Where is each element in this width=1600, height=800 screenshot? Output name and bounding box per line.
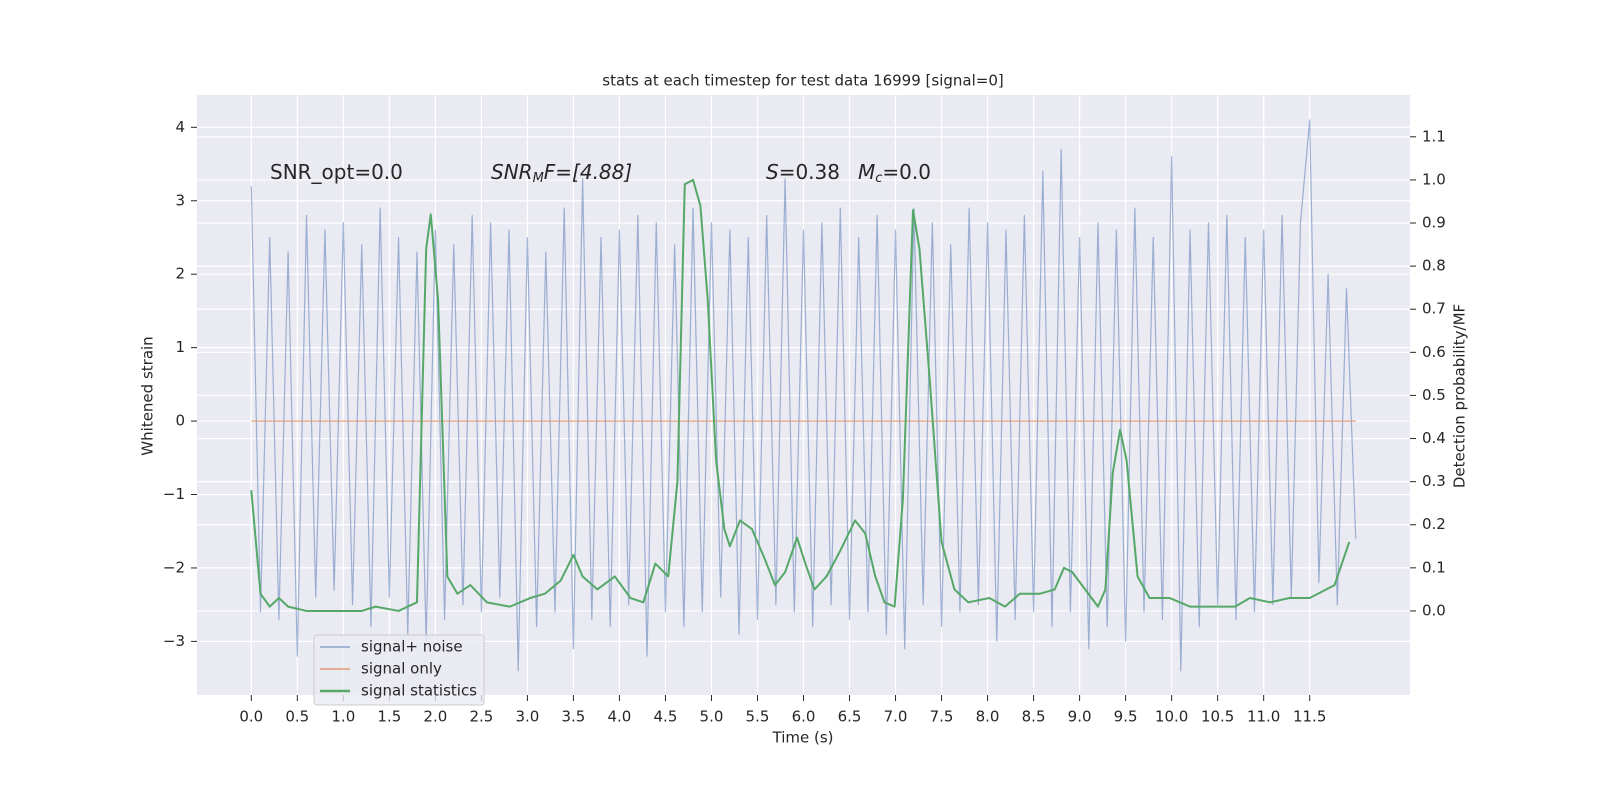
annotation-part: M (858, 160, 875, 184)
x-tick-label: 6.5 (838, 708, 862, 726)
y2-tick-label: 0.0 (1422, 601, 1446, 619)
x-axis-label: Time (s) (772, 729, 834, 747)
y2-tick-label: 0.4 (1422, 429, 1446, 447)
annotation-part: S (766, 160, 779, 184)
x-tick-label: 10.5 (1201, 708, 1234, 726)
annotation-part: SNR (491, 160, 533, 184)
chart-title: stats at each timestep for test data 169… (602, 72, 1003, 90)
x-tick-label: 2.0 (423, 708, 447, 726)
y2-tick-label: 0.7 (1422, 300, 1446, 318)
y2-tick-label: 1.0 (1422, 170, 1446, 188)
annotation-part: F=[4.88] (544, 160, 632, 184)
y2-tick-label: 0.2 (1422, 515, 1446, 533)
y-tick-label: −1 (163, 485, 185, 503)
y2-tick-label: 0.3 (1422, 472, 1446, 490)
legend-label: signal statistics (361, 682, 477, 700)
y2-tick-label: 0.1 (1422, 558, 1446, 576)
x-tick-label: 4.5 (654, 708, 678, 726)
annotation: SNR_opt=0.0 (270, 160, 403, 184)
y-tick-label: 3 (175, 191, 185, 209)
annotation-part: c (875, 171, 882, 186)
y-tick-label: 2 (175, 265, 185, 283)
x-tick-label: 1.5 (377, 708, 401, 726)
x-tick-label: 3.5 (561, 708, 585, 726)
annotation-part: M (533, 171, 544, 186)
x-tick-label: 3.0 (515, 708, 539, 726)
series-line (250, 119, 1357, 672)
y2-tick-label: 0.9 (1422, 214, 1446, 232)
y-tick-label: −3 (163, 632, 185, 650)
y2-tick-label: 0.6 (1422, 343, 1446, 361)
x-tick-label: 8.5 (1022, 708, 1046, 726)
x-tick-label: 9.0 (1068, 708, 1092, 726)
x-tick-label: 5.5 (746, 708, 770, 726)
x-tick-label: 0.0 (239, 708, 263, 726)
annotation: SNRMF=[4.88] (491, 160, 632, 186)
legend-box (313, 634, 485, 706)
x-tick-label: 9.5 (1114, 708, 1138, 726)
annotation-part: =0.38 (779, 160, 840, 184)
annotation-part: SNR_opt=0.0 (270, 160, 403, 184)
x-tick-label: 2.5 (469, 708, 493, 726)
x-tick-label: 7.5 (930, 708, 954, 726)
x-tick-label: 10.0 (1155, 708, 1188, 726)
series-line (250, 178, 1351, 612)
annotation-part: =0.0 (882, 160, 931, 184)
x-tick-label: 0.5 (285, 708, 309, 726)
annotation: S=0.38 (766, 160, 840, 184)
y-tick-label: 4 (175, 118, 185, 136)
y-axis-label: Whitened strain (139, 336, 157, 455)
y2-tick-label: 0.5 (1422, 386, 1446, 404)
x-tick-label: 7.0 (884, 708, 908, 726)
x-tick-label: 11.5 (1293, 708, 1326, 726)
y2-tick-label: 0.8 (1422, 257, 1446, 275)
y2-tick-label: 1.1 (1422, 127, 1446, 145)
legend-label: signal only (361, 660, 442, 678)
x-tick-label: 5.0 (700, 708, 724, 726)
x-tick-label: 4.0 (608, 708, 632, 726)
x-tick-label: 8.0 (976, 708, 1000, 726)
legend-label: signal+ noise (361, 638, 463, 656)
x-tick-label: 6.0 (792, 708, 816, 726)
annotation: Mc=0.0 (858, 160, 931, 186)
y-tick-label: 1 (175, 338, 185, 356)
y-tick-label: 0 (175, 412, 185, 430)
y2-axis-label: Detection probability/MF (1451, 304, 1469, 488)
x-tick-label: 11.0 (1247, 708, 1280, 726)
y-tick-label: −2 (163, 558, 185, 576)
x-tick-label: 1.0 (331, 708, 355, 726)
